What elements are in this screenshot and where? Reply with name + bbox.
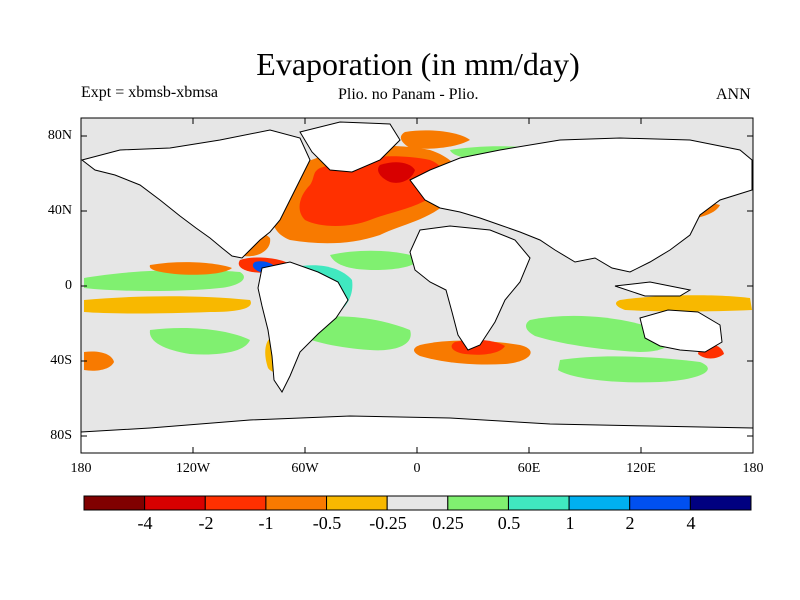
patch-west-40s-orange (84, 351, 114, 371)
colorbar-label: -0.5 (312, 513, 342, 533)
colorbar-box (689, 495, 752, 511)
colorbar-label: 0.5 (497, 513, 521, 533)
lat-tick-40s: 40S (50, 353, 72, 368)
colorbar-label: -2 (198, 513, 214, 533)
lat-tick-0: 0 (65, 278, 72, 293)
colorbar (83, 495, 752, 511)
colorbar-box (265, 495, 328, 511)
colorbar-label: -0.25 (369, 513, 407, 533)
patch-pacific-red-band (149, 262, 232, 275)
lon-tick-0: 0 (413, 461, 421, 476)
colorbar-box (447, 495, 509, 511)
land-north-america (80, 129, 311, 259)
lat-tick-80s: 80S (50, 428, 72, 443)
patch-west-pacific-orange (615, 295, 752, 312)
map-ticks (81, 118, 753, 453)
lat-tick-80n: 80N (47, 128, 72, 143)
lon-tick-180w: 180 (70, 461, 92, 476)
land-greenland (299, 121, 401, 173)
land-africa (409, 225, 531, 351)
patch-indian-ocean-green (525, 315, 671, 352)
lon-tick-60e: 60E (517, 461, 541, 476)
lon-tick-120e: 120E (626, 461, 656, 476)
patch-north-atlantic-red-2 (378, 162, 415, 183)
colorbar-box (83, 495, 146, 511)
colorbar-box (568, 495, 631, 511)
land-eurasia (409, 137, 753, 273)
colorbar-box (507, 495, 570, 511)
patch-southern-green (558, 356, 708, 383)
land-south-america (257, 261, 349, 393)
continents (80, 121, 754, 454)
colorbar-box (326, 495, 388, 511)
colorbar-label: 1 (565, 513, 575, 533)
lon-tick-120w: 120W (175, 461, 211, 476)
colorbar-box (386, 495, 449, 511)
experiment-label: Expt = xbmsb-xbmsa (81, 84, 219, 101)
colorbar-label: 0.25 (432, 513, 464, 533)
colorbar-box (144, 495, 206, 511)
lon-tick-180e: 180 (742, 461, 764, 476)
colorbar-box (629, 495, 691, 511)
land-australia (639, 309, 723, 353)
patch-pacific-green-band (84, 270, 244, 291)
colorbar-label: 2 (625, 513, 635, 533)
subtitle: Plio. no Panam - Plio. (338, 86, 479, 103)
colorbar-label: -4 (137, 513, 153, 533)
patch-pacific-orange-band (84, 296, 251, 314)
chart-title: Evaporation (in mm/day) (256, 46, 580, 82)
colorbar-box (204, 495, 267, 511)
colorbar-label: -1 (258, 513, 274, 533)
lon-tick-60w: 60W (291, 461, 319, 476)
patch-se-pacific-green (149, 328, 250, 355)
patch-greenland-orange (400, 130, 470, 149)
colorbar-label: 4 (686, 513, 696, 533)
lat-tick-40n: 40N (47, 203, 72, 218)
season-label: ANN (716, 86, 751, 103)
patch-tropical-atlantic-green (330, 250, 420, 270)
land-indonesia (614, 281, 692, 297)
